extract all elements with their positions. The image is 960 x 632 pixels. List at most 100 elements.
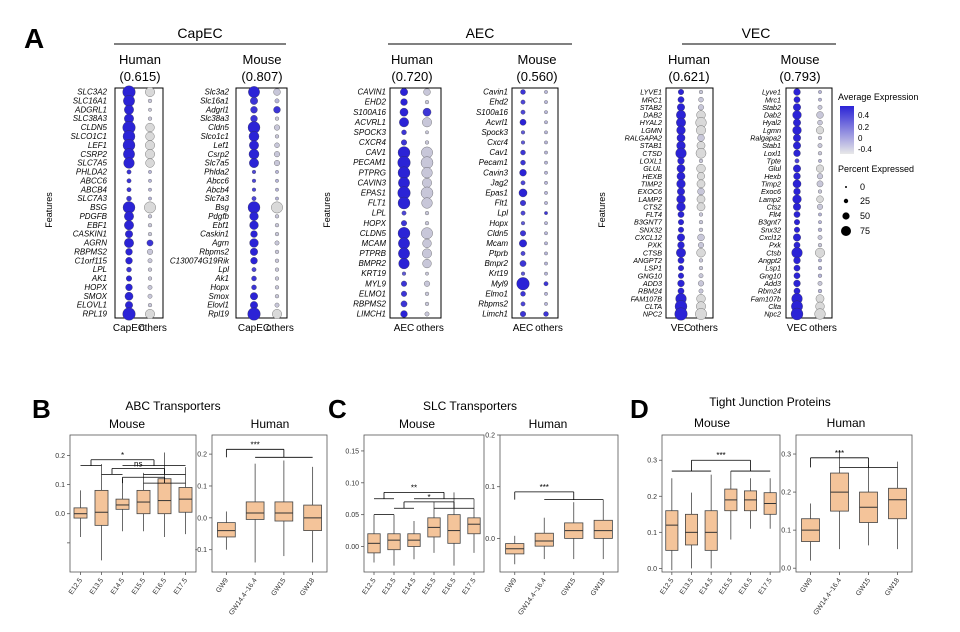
dot-celltype: [122, 307, 136, 321]
dot-celltype: [397, 166, 411, 179]
dot-others: [697, 187, 705, 196]
score-label: (0.720): [391, 69, 432, 84]
dot-celltype: [793, 164, 801, 173]
dot-celltype: [124, 104, 134, 115]
dot-others: [696, 194, 706, 204]
y-tick-label: 0.2: [781, 490, 791, 497]
dot-others: [817, 227, 823, 232]
dot-celltype: [518, 188, 528, 198]
dot-celltype: [123, 157, 135, 169]
gene-label: Angpt2: [757, 256, 781, 265]
dot-celltype: [398, 237, 410, 250]
boxplot-frame: [363, 434, 485, 573]
x-tick-celltype: VEC: [787, 323, 808, 334]
gene-label: Tpte: [767, 156, 781, 165]
gene-label: B3GNT7: [634, 218, 663, 227]
dot-celltype: [250, 106, 258, 114]
x-tick-celltype: AEC: [513, 323, 534, 334]
dot-others: [274, 98, 280, 104]
pct-dot-0: [845, 186, 847, 188]
gene-label: PTPRB: [359, 249, 386, 258]
x-tick-label: E16.5: [738, 577, 754, 596]
gene-label: HEXB: [642, 172, 662, 181]
dot-celltype: [793, 118, 801, 127]
dot-others: [817, 104, 823, 110]
dot-celltype: [400, 300, 408, 308]
dot-celltype: [520, 140, 526, 145]
gene-label: Cav1: [489, 148, 508, 157]
pct-label: 0: [860, 182, 865, 192]
y-tick-label: 0.1: [197, 483, 207, 490]
gene-label: CLDN5: [81, 123, 108, 132]
dot-others: [817, 281, 823, 286]
gene-label: SLC7A5: [77, 159, 107, 168]
gene-label: Cxcr4: [487, 138, 508, 147]
score-label: (0.793): [779, 69, 820, 84]
gene-label: LGMN: [641, 126, 663, 135]
boxplot-title: ABC Transporters: [125, 399, 220, 413]
box: [387, 533, 401, 551]
dot-others: [145, 309, 155, 319]
x-tick-label: E17.5: [758, 577, 774, 596]
gene-label: AGRN: [83, 239, 107, 248]
dot-others: [544, 170, 548, 175]
dotplot-frame: [665, 87, 714, 319]
dot-celltype: [520, 230, 526, 237]
pct-dot-50: [842, 212, 850, 220]
gene-label: TIMP2: [641, 179, 662, 188]
dotplot-frame: [235, 87, 288, 319]
gene-label: Rbpms2: [199, 247, 229, 256]
dot-celltype: [677, 211, 685, 218]
gene-label: Rbpms2: [478, 300, 508, 309]
dot-others: [544, 302, 548, 306]
x-tick-label: E16.5: [152, 577, 168, 596]
gene-label: Ebf1: [213, 221, 229, 230]
dot-others: [148, 170, 152, 174]
gene-label: Lsp1: [765, 264, 781, 273]
x-tick-label: E13.5: [89, 577, 105, 596]
dot-celltype: [401, 280, 407, 287]
dot-others: [275, 178, 279, 183]
gene-label: Mrc1: [765, 95, 781, 104]
dotplot-panel: Cavin1Ehd2S100a16Acvrl1Spock3Cxcr4Cav1Pe…: [476, 87, 563, 334]
dot-others: [697, 134, 705, 142]
dot-celltype: [520, 149, 526, 156]
avg-tick: 0.4: [858, 111, 870, 120]
x-tick-others: others: [809, 323, 837, 334]
dot-others: [696, 164, 706, 174]
dot-celltype: [676, 179, 686, 189]
dot-others: [274, 124, 280, 131]
dot-others: [275, 196, 279, 201]
gene-label: Caskin1: [200, 230, 229, 239]
x-tick-others: others: [690, 323, 718, 334]
dot-others: [544, 100, 548, 104]
gene-label: Fam107b: [751, 294, 781, 303]
y-tick-label: 0.05: [345, 512, 359, 519]
dot-celltype: [251, 187, 257, 192]
dot-celltype: [676, 247, 686, 258]
dot-others: [817, 243, 823, 248]
dot-others: [274, 249, 280, 254]
dot-others: [816, 164, 824, 173]
dot-others: [817, 143, 823, 148]
gene-label: PDGFB: [79, 212, 107, 221]
gene-label: PXK: [648, 241, 664, 250]
dot-celltype: [400, 88, 408, 96]
gene-label: ANGPT2: [632, 256, 662, 265]
boxplot-panel: 0.0 0.1 0.2 0.3 E12.5 E13.5 E14.5 E15.5 E16.5 E17…: [647, 434, 781, 596]
species-label: Mouse: [517, 52, 556, 67]
dot-celltype: [249, 158, 259, 168]
gene-label: Bsg: [215, 203, 229, 212]
y-tick-label: 0.1: [781, 528, 791, 535]
group-header-vec: VEC: [682, 25, 836, 45]
dot-celltype: [677, 257, 685, 264]
group-header-aec: AEC: [388, 25, 572, 45]
dot-celltype: [520, 159, 526, 166]
dot-celltype: [248, 131, 260, 142]
dot-others: [818, 159, 822, 163]
dot-others: [422, 117, 432, 128]
dot-celltype: [677, 279, 685, 287]
dotplot-frame: [389, 87, 442, 319]
species-label: Mouse: [109, 417, 145, 431]
